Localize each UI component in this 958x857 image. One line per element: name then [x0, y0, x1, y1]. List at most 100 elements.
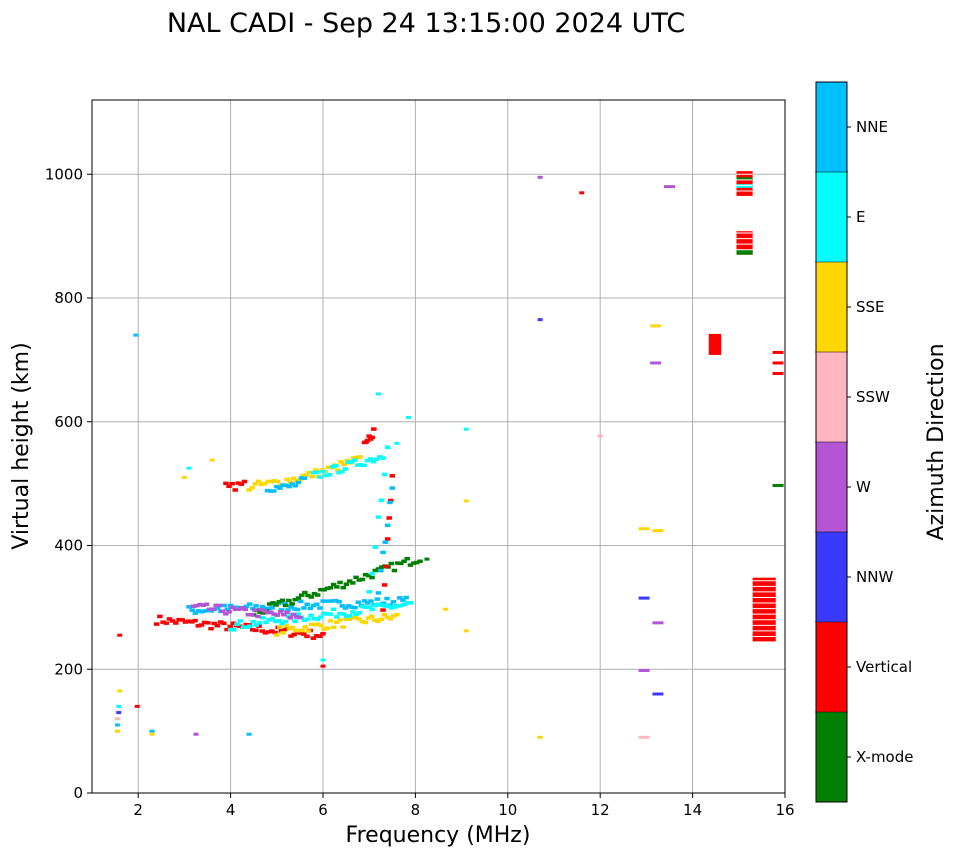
- trace-cell: [292, 597, 299, 602]
- trace-cell: [382, 604, 388, 608]
- echo-point: [537, 318, 543, 322]
- trace-cell: [369, 607, 375, 612]
- trace-cell: [320, 599, 326, 603]
- trace-cell: [194, 603, 200, 608]
- trace-cell: [277, 609, 284, 614]
- echo-point: [772, 371, 784, 375]
- trace-cell: [289, 602, 295, 606]
- trace-cell: [282, 603, 289, 608]
- trace-cell: [350, 456, 357, 460]
- trace-cell: [231, 628, 237, 632]
- trace-cell: [380, 608, 386, 612]
- trace-cell: [404, 556, 410, 561]
- trace-cell: [286, 484, 292, 489]
- grid: [92, 100, 786, 794]
- trace-cell: [339, 469, 345, 474]
- trace-cell: [317, 615, 324, 619]
- trace-cell: [205, 621, 211, 625]
- trace-cell: [305, 629, 312, 633]
- echo-point: [193, 732, 199, 736]
- trace-cell: [341, 462, 347, 467]
- trace-cell: [257, 610, 263, 614]
- trace-cell: [401, 602, 408, 607]
- trace-cell: [337, 618, 343, 622]
- colorbar-label: Vertical: [856, 658, 912, 676]
- trace-cell: [232, 607, 239, 611]
- trace-cell: [340, 612, 346, 616]
- trace-cell: [243, 622, 249, 627]
- trace-cell: [292, 619, 298, 623]
- trace-cell: [345, 604, 352, 608]
- trace-cell: [361, 599, 368, 603]
- trace-cell: [349, 605, 355, 609]
- trace-cell: [281, 627, 288, 632]
- colorbar-label: NNW: [856, 568, 893, 586]
- trace-cell: [333, 598, 339, 603]
- trace-cell: [326, 473, 333, 477]
- trace-cell: [286, 598, 292, 603]
- y-axis-ticks: 0 200 400 600 800 1000: [45, 165, 92, 802]
- trace-cell: [307, 606, 314, 611]
- trace-cell: [348, 460, 355, 464]
- trace-cell: [371, 427, 377, 431]
- trace-cell: [268, 610, 274, 615]
- trace-cell: [246, 488, 252, 492]
- trace-cell: [242, 607, 248, 612]
- trace-cell: [326, 599, 333, 603]
- trace-cell: [337, 611, 343, 616]
- trace-cell: [274, 613, 281, 617]
- trace-cell: [211, 621, 218, 626]
- trace-cell: [226, 484, 232, 488]
- x-axis-ticks: 2 4 6 8 10 12 14 16: [133, 793, 795, 819]
- trace-cell: [261, 609, 268, 613]
- trace-cell: [260, 616, 266, 620]
- trace-cell: [354, 455, 360, 460]
- trace-cell: [408, 601, 414, 605]
- colorbar-swatch: [816, 532, 847, 622]
- echo-point: [149, 729, 155, 733]
- trace-cell: [378, 565, 385, 569]
- trace-cell: [343, 614, 350, 619]
- trace-cell: [388, 561, 394, 566]
- trace-cell: [333, 464, 339, 468]
- trace-cell: [353, 612, 359, 617]
- trace-cell: [391, 605, 398, 609]
- trace-cell: [394, 561, 401, 565]
- trace-cell: [166, 617, 173, 621]
- trace-cell: [327, 586, 334, 590]
- trace-cell: [232, 488, 238, 492]
- trace-cell: [330, 607, 337, 612]
- echo-point: [114, 729, 120, 733]
- trace-cell: [269, 606, 275, 610]
- trace-cell: [268, 479, 275, 484]
- colorbar-label: E: [856, 208, 865, 226]
- trace-cell: [264, 610, 271, 615]
- trace-cell: [287, 616, 293, 620]
- echo-point: [664, 185, 675, 189]
- trace-cell: [369, 435, 376, 440]
- echo-point: [772, 361, 784, 365]
- trace-cell: [407, 563, 414, 567]
- trace-cell: [252, 482, 259, 486]
- echo-point: [209, 458, 215, 462]
- trace-cell: [353, 615, 359, 620]
- trace-cell: [290, 476, 297, 481]
- trace-cell: [237, 624, 243, 628]
- echo-point: [149, 732, 155, 736]
- trace-cell: [262, 606, 269, 611]
- trace-cell: [243, 625, 250, 629]
- trace-cell: [255, 614, 261, 619]
- echo-point: [117, 689, 123, 693]
- echo-point: [638, 596, 650, 600]
- trace-cell: [324, 586, 331, 591]
- trace-cell: [267, 489, 274, 493]
- trace-cell: [274, 484, 280, 489]
- colorbar-title: Azimuth Direction: [924, 343, 949, 540]
- trace-cell: [378, 498, 385, 503]
- trace-cell: [381, 583, 388, 587]
- trace-cell: [394, 612, 400, 617]
- colorbar-frame: [815, 81, 848, 803]
- trace-cell: [317, 475, 323, 479]
- trace-cell: [255, 479, 262, 484]
